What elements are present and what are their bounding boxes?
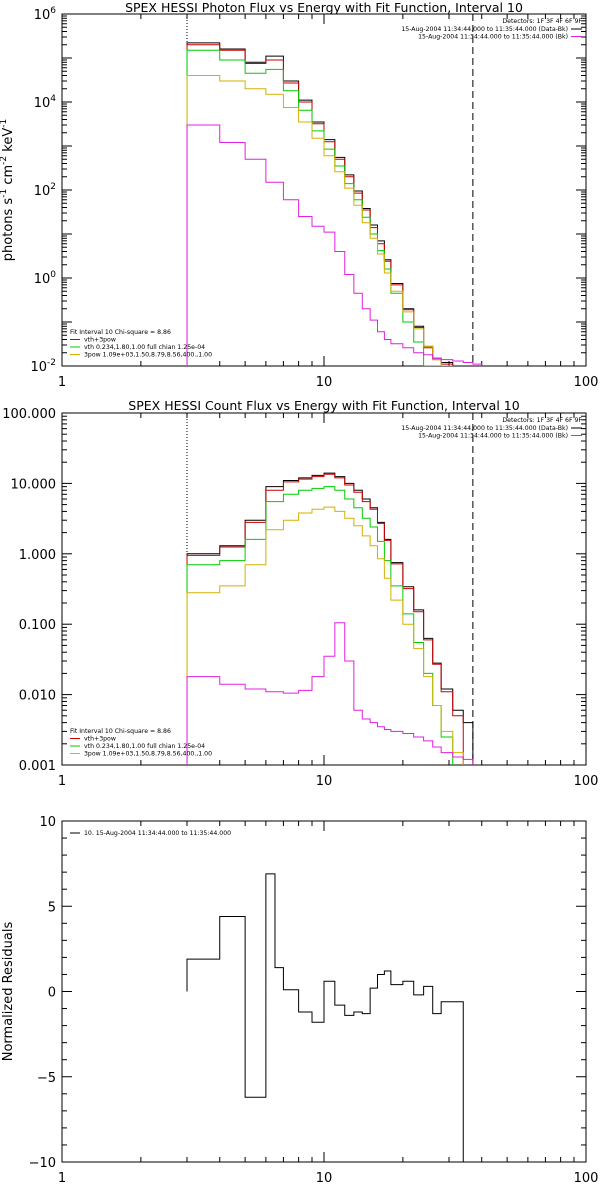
legend-header: Detectors: 1F 3F 4F 6F 9F xyxy=(502,18,582,25)
y-tick-base: 10 xyxy=(34,184,51,199)
x-tick-label: 1 xyxy=(58,1171,66,1186)
series-line-5 xyxy=(186,622,474,765)
legend-label: 15-Aug-2004 11:34:44.000 to 11:35:44.000… xyxy=(401,425,568,432)
y-label-exponent: -1 xyxy=(0,119,9,128)
y-tick-exponent: 6 xyxy=(50,6,56,16)
y-tick-label: 1.000 xyxy=(19,548,56,563)
legend-header: Fit Interval 10 Chi-square = 8.86 xyxy=(70,329,171,336)
legend-label: 15-Aug-2004 11:34:44.000 to 11:35:44.000… xyxy=(418,34,568,41)
x-tick-label: 1 xyxy=(58,774,66,789)
legend-label: vth+3pow xyxy=(84,337,116,344)
x-tick-label: 100 xyxy=(574,375,599,390)
plot-frame xyxy=(61,412,587,766)
x-tick-label: 10 xyxy=(316,1171,333,1186)
y-tick-base: 10 xyxy=(34,8,51,23)
data-area xyxy=(186,873,473,1162)
series-line-2 xyxy=(186,473,464,765)
y-tick-label: 102 xyxy=(34,182,56,199)
y-tick-label: 104 xyxy=(34,94,57,111)
data-area xyxy=(186,42,483,366)
series-line-1 xyxy=(186,42,454,366)
y-tick-base: 10 xyxy=(34,272,51,287)
y-label-text: cm xyxy=(1,165,16,189)
y-tick-exponent: -2 xyxy=(47,358,56,368)
y-tick-label: 100 xyxy=(34,270,57,287)
y-tick-label: 100.000 xyxy=(2,407,56,422)
chart-title: SPEX HESSI Count Flux vs Energy with Fit… xyxy=(128,398,519,413)
x-tick-label: 10 xyxy=(316,774,333,789)
series-line-1 xyxy=(186,873,473,1162)
y-tick-label: 10.000 xyxy=(11,477,57,492)
chart-title: SPEX HESSI Photon Flux vs Energy with Fi… xyxy=(125,0,523,15)
legend-header: Fit Interval 10 Chi-square = 8.86 xyxy=(70,728,171,735)
y-tick-label: 0.001 xyxy=(19,759,56,774)
y-tick-exponent: 0 xyxy=(50,270,56,280)
y-label-exponent: -1 xyxy=(0,189,9,198)
series-line-3 xyxy=(186,49,453,366)
x-tick-label: 10 xyxy=(316,375,333,390)
legend-label: vth 0.234,1.80,1.00 full chian 1.25e-04 xyxy=(84,344,205,351)
y-tick-base: 10 xyxy=(34,96,51,111)
legend-label: 10. 15-Aug-2004 11:34:44.000 to 11:35:44… xyxy=(84,830,231,837)
chart-panel-2: SPEX HESSI Count Flux vs Energy with Fit… xyxy=(2,398,598,789)
x-tick-label: 100 xyxy=(574,774,599,789)
data-area xyxy=(186,472,490,765)
chart-panel-3: 1 10 100 10 5 0 −5 −10 Normalized Residuals 10. 1… xyxy=(1,815,598,1186)
legend-label: 15-Aug-2004 11:34:44.000 to 11:35:44.000… xyxy=(418,433,568,440)
legend-label: 15-Aug-2004 11:34:44.000 to 11:35:44.000… xyxy=(401,26,568,33)
series-line-4 xyxy=(186,75,453,366)
x-tick-label: 100 xyxy=(574,1171,599,1186)
series-line-1 xyxy=(186,472,490,765)
y-label-exponent: -2 xyxy=(0,156,9,165)
plot-frame xyxy=(61,13,587,367)
y-tick-exponent: 2 xyxy=(50,182,56,192)
y-label-text: keV xyxy=(1,128,16,156)
y-tick-label: −10 xyxy=(29,1156,56,1171)
y-tick-label: 10 xyxy=(39,815,56,830)
legend-label: 3pow 1.09e+03,1.50,8.79,8.56,400.,1.00 xyxy=(84,352,212,359)
legend-header: Detectors: 1F 3F 4F 6F 9F xyxy=(502,417,582,424)
y-tick-label: −5 xyxy=(37,1071,56,1086)
y-axis-label: Normalized Residuals xyxy=(1,922,16,1062)
series-line-5 xyxy=(186,124,483,366)
legend-label: 3pow 1.09e+03,1.50,8.79,8.56,400.,1.00 xyxy=(84,751,212,758)
y-tick-label: 0.010 xyxy=(19,689,56,704)
y-tick-base: 10 xyxy=(30,360,47,375)
chart-panel-1: SPEX HESSI Photon Flux vs Energy with Fi… xyxy=(0,0,598,390)
series-line-3 xyxy=(186,486,454,765)
y-axis-label: photons s-1 cm-2 keV-1 xyxy=(0,119,16,261)
y-tick-label: 0 xyxy=(48,986,56,1001)
legend-label: vth 0.234,1.80,1.00 full chian 1.25e-04 xyxy=(84,743,205,750)
legend-label: vth+3pow xyxy=(84,736,116,743)
series-line-4 xyxy=(186,506,464,765)
y-label-text: photons s xyxy=(1,198,16,262)
y-tick-label: 0.100 xyxy=(19,618,56,633)
y-tick-label: 5 xyxy=(48,900,56,915)
series-line-2 xyxy=(186,44,454,366)
y-tick-label: 10-2 xyxy=(30,358,56,375)
x-tick-label: 1 xyxy=(58,375,66,390)
y-tick-label: 106 xyxy=(34,6,57,23)
y-tick-exponent: 4 xyxy=(50,94,56,104)
